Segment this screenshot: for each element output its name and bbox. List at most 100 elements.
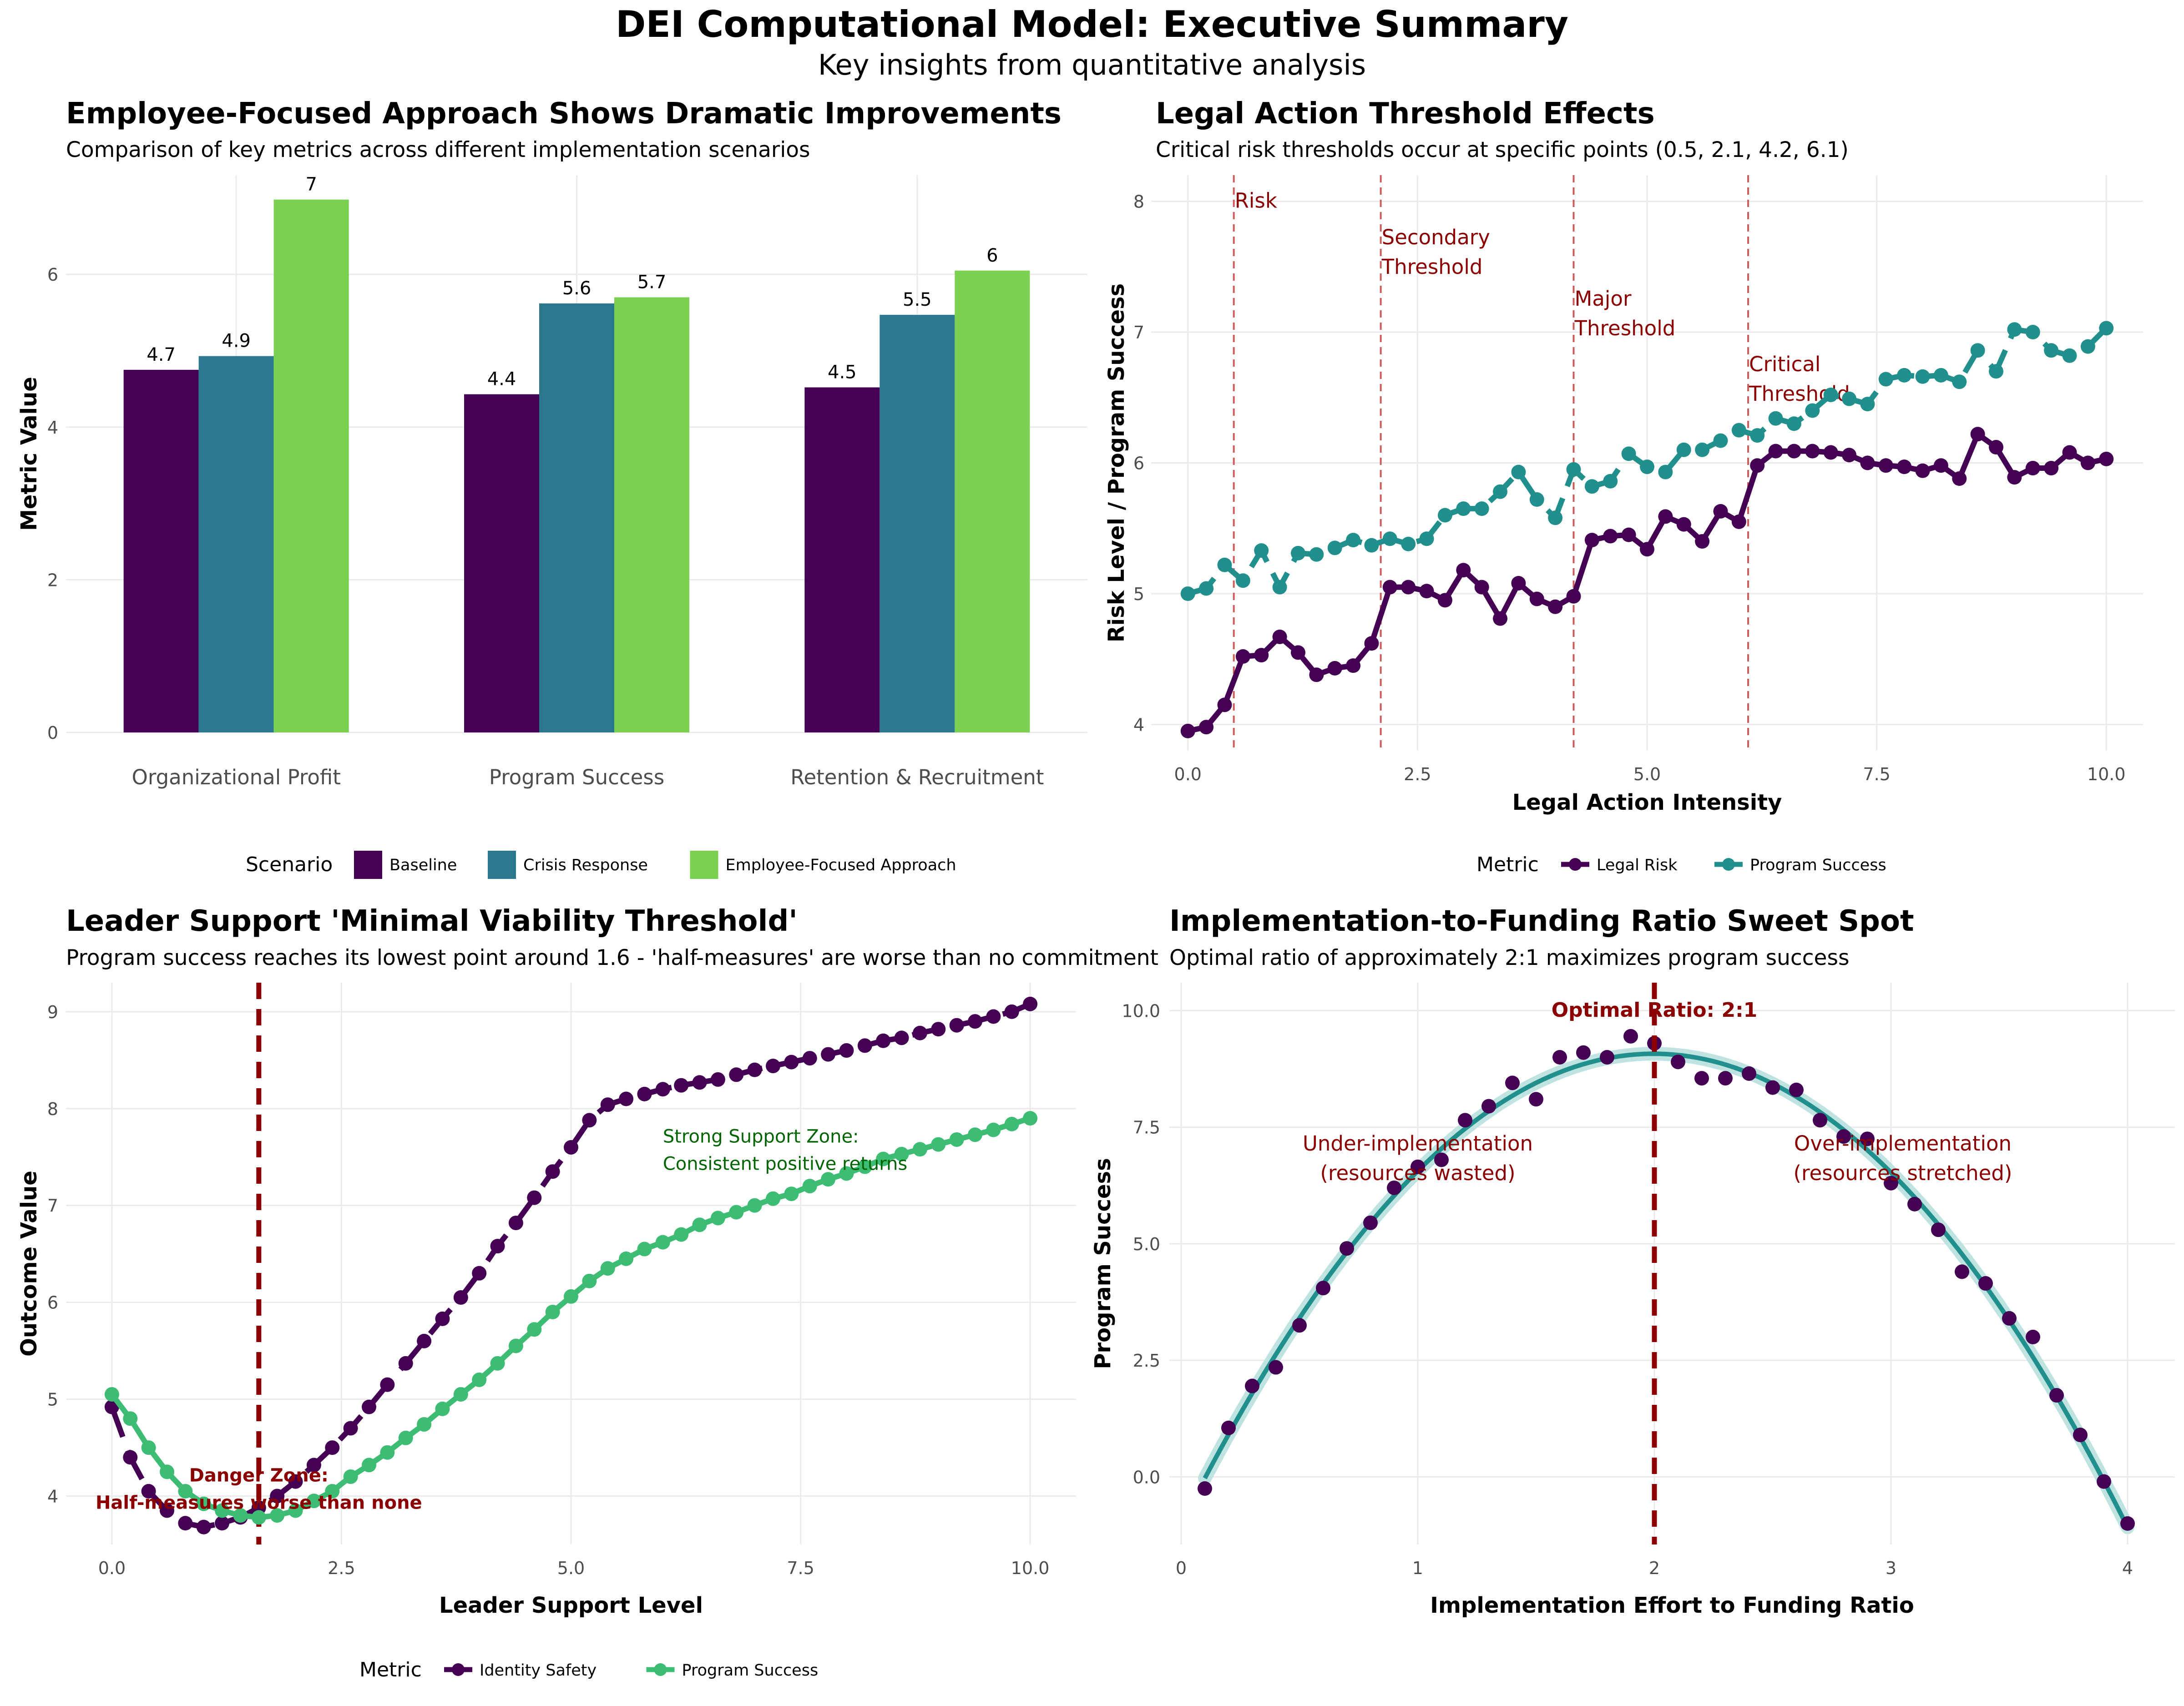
- bar: [880, 315, 955, 732]
- bar-legend-key: [690, 851, 718, 879]
- leader-ytick-label: 6: [47, 1293, 58, 1313]
- leader-point: [619, 1251, 634, 1266]
- bar-ytick-label: 2: [47, 570, 58, 590]
- legal-point: [1786, 416, 1801, 431]
- bar-legend-title: Scenario: [246, 853, 333, 876]
- legal-point: [1823, 388, 1838, 402]
- legal-point: [1970, 343, 1985, 358]
- legal-point: [1786, 444, 1801, 459]
- bar-data-label: 4.7: [147, 344, 176, 365]
- leader-x-axis-title: Leader Support Level: [439, 1593, 703, 1618]
- ratio-point: [1931, 1222, 1946, 1237]
- leader-point: [931, 1022, 946, 1037]
- ratio-point: [1340, 1241, 1354, 1256]
- legal-point: [1695, 534, 1710, 549]
- leader-point: [821, 1047, 836, 1062]
- legal-point: [1933, 368, 1948, 383]
- leader-point: [325, 1484, 340, 1499]
- bar-legend-label: Baseline: [389, 856, 457, 874]
- legal-point: [2025, 461, 2040, 475]
- ratio-annotation: (resources stretched): [1794, 1161, 2012, 1185]
- legal-point: [2080, 455, 2095, 470]
- ratio-point: [2002, 1311, 2017, 1326]
- legal-point: [1180, 723, 1195, 738]
- bar-legend-label: Employee-Focused Approach: [726, 856, 956, 874]
- ratio-point: [1387, 1180, 1401, 1195]
- legal-point: [1437, 508, 1452, 523]
- legal-point: [1346, 658, 1361, 673]
- legal-point: [1713, 504, 1728, 519]
- ratio-point: [1221, 1420, 1236, 1435]
- legal-point: [1437, 593, 1452, 608]
- bar-legend-label: Crisis Response: [523, 856, 648, 874]
- leader-point: [766, 1191, 780, 1206]
- legal-xtick-label: 7.5: [1863, 764, 1890, 784]
- leader-xtick-label: 0.0: [98, 1558, 126, 1578]
- leader-point: [802, 1179, 817, 1194]
- leader-point: [196, 1496, 211, 1511]
- leader-legend-key-point: [654, 1663, 667, 1676]
- bar-category-label: Retention & Recruitment: [790, 765, 1044, 789]
- legal-point: [2080, 339, 2095, 354]
- leader-ytick-label: 5: [47, 1390, 58, 1410]
- legal-point: [2099, 451, 2114, 466]
- ratio-point: [1718, 1071, 1733, 1086]
- leader-support-panel: 4 5 6 7 8 9 0.0 2.5 5.0 7.5 10.0 Danger Zone: Half-m…: [16, 983, 1076, 1681]
- legal-point: [1254, 648, 1269, 663]
- leader-point: [637, 1086, 652, 1101]
- ratio-point: [2026, 1329, 2040, 1344]
- legal-point: [1401, 580, 1416, 595]
- legal-point: [1566, 462, 1581, 477]
- leader-point: [362, 1399, 376, 1414]
- leader-point: [619, 1091, 634, 1106]
- leader-point: [729, 1067, 744, 1082]
- legal-point: [1235, 649, 1250, 664]
- leader-point: [398, 1430, 413, 1445]
- bar-data-label: 5.7: [637, 272, 667, 293]
- ratio-xtick-label: 0: [1176, 1558, 1187, 1578]
- leader-point: [600, 1097, 615, 1112]
- ratio-point: [2049, 1388, 2064, 1403]
- ratio-point: [1292, 1318, 1307, 1333]
- ratio-point: [1316, 1281, 1330, 1296]
- leader-point: [582, 1113, 597, 1128]
- legal-point: [1456, 563, 1471, 578]
- leader-point: [141, 1440, 156, 1455]
- leader-point: [104, 1387, 119, 1402]
- bar: [198, 356, 274, 732]
- leader-point: [508, 1216, 523, 1231]
- legal-point: [1493, 484, 1508, 499]
- leader-point: [288, 1503, 303, 1518]
- leader-point: [564, 1289, 578, 1304]
- bar: [955, 270, 1030, 732]
- legal-point: [1640, 542, 1654, 557]
- ratio-point: [1269, 1360, 1283, 1375]
- legal-point: [1290, 545, 1305, 560]
- legal-threshold-label: Risk: [1235, 189, 1277, 213]
- ratio-point: [2097, 1474, 2111, 1489]
- leader-point: [160, 1503, 174, 1518]
- leader-point: [839, 1166, 854, 1181]
- legal-threshold-label: Critical: [1749, 352, 1820, 376]
- bar-data-label: 4.9: [222, 331, 251, 352]
- leader-point: [380, 1445, 395, 1460]
- legal-point: [2062, 348, 2077, 363]
- legal-legend-label: Program Success: [1750, 856, 1886, 874]
- legal-point: [1529, 492, 1544, 507]
- legal-point: [1382, 580, 1397, 595]
- leader-point: [986, 1009, 1001, 1024]
- leader-legend-label: Program Success: [682, 1661, 819, 1680]
- legal-ytick-label: 4: [1133, 715, 1144, 735]
- panel1-title: Employee-Focused Approach Shows Dramatic…: [66, 97, 1062, 131]
- leader-point: [857, 1159, 872, 1174]
- bar-data-label: 5.6: [562, 278, 592, 299]
- ratio-point: [1789, 1082, 1804, 1097]
- leader-point: [710, 1072, 725, 1087]
- ratio-point: [1813, 1113, 1827, 1128]
- legal-point: [1364, 538, 1379, 553]
- bar-ytick-label: 0: [47, 723, 58, 743]
- leader-point: [949, 1018, 964, 1033]
- panel3-title: Leader Support 'Minimal Viability Thresh…: [66, 904, 798, 938]
- bar: [123, 369, 199, 732]
- legal-ytick-label: 5: [1133, 584, 1144, 604]
